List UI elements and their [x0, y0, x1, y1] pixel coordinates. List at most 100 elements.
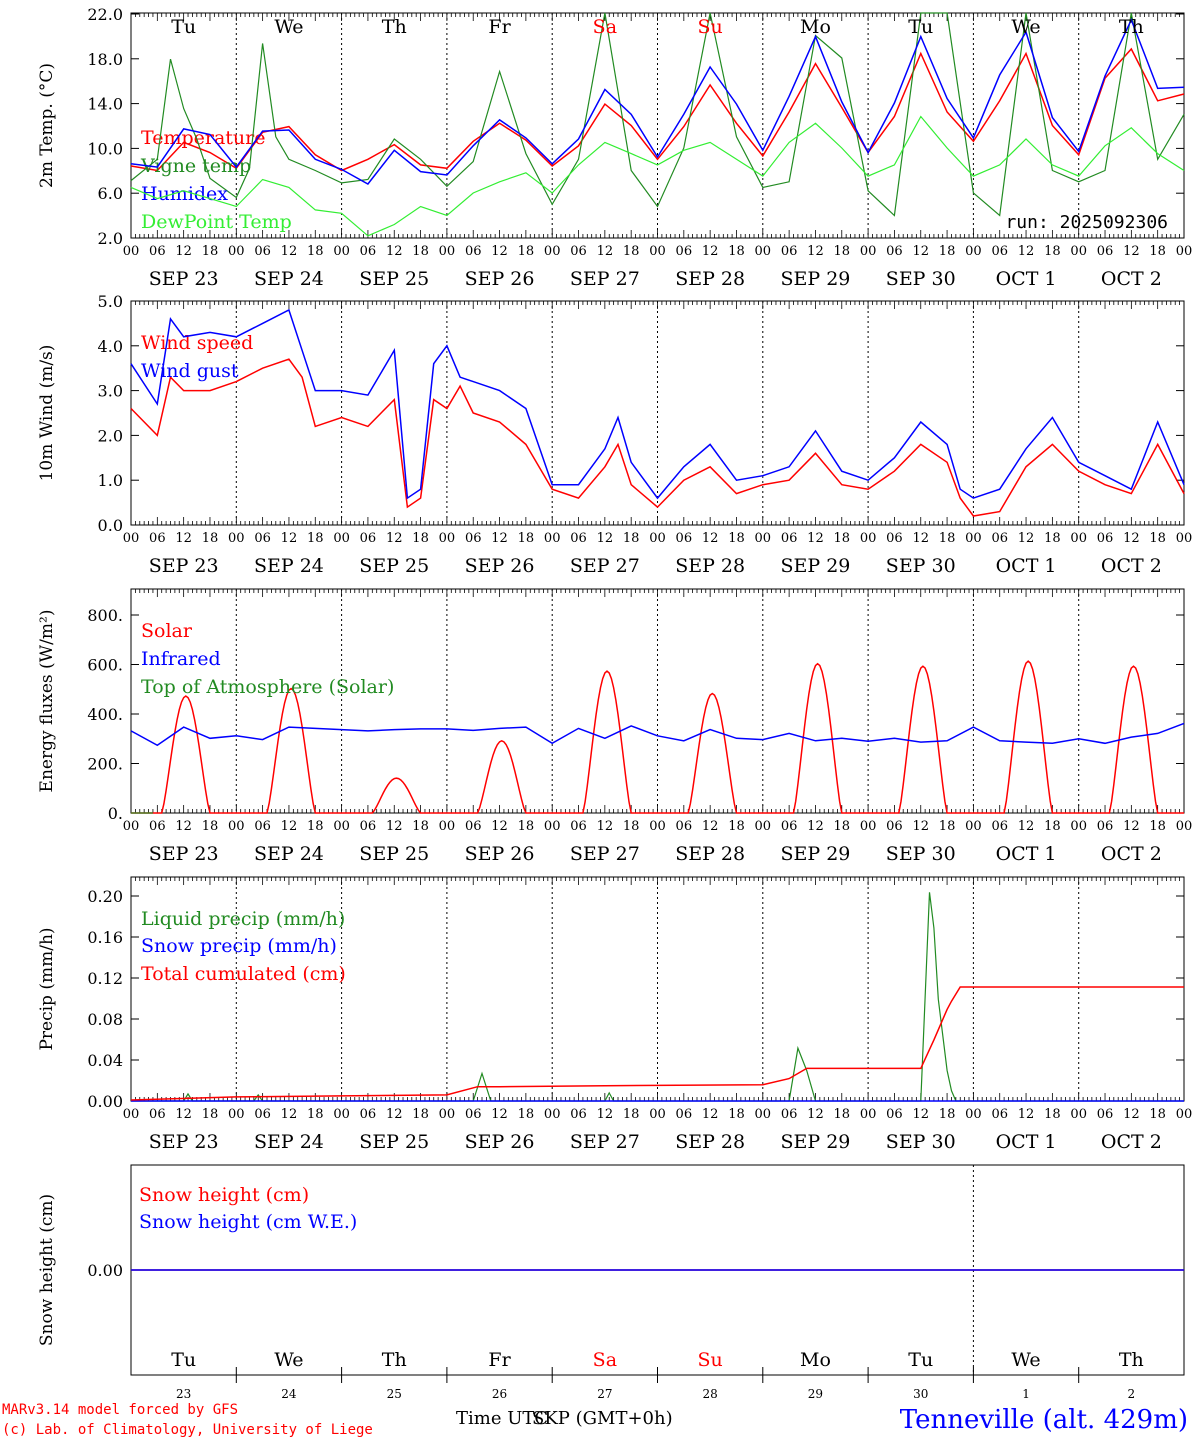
- hour-tick-label: 00: [649, 1107, 666, 1122]
- y-tick-label: 0.08: [87, 1010, 123, 1029]
- hour-tick-label: 18: [518, 819, 535, 834]
- weekday-label: Sa: [593, 16, 617, 38]
- hour-tick-label: 12: [702, 819, 719, 834]
- hour-tick-label: 00: [123, 1107, 140, 1122]
- weekday-label: Fr: [488, 1349, 511, 1371]
- hour-tick-label: 00: [965, 244, 982, 259]
- hour-tick-label: 12: [1123, 1107, 1140, 1122]
- weekday-label: We: [274, 1349, 303, 1371]
- y-axis-title: 10m Wind (m/s): [37, 345, 57, 482]
- footer-lab: (c) Lab. of Climatology, University of L…: [2, 1422, 373, 1438]
- date-label: SEP 30: [886, 268, 956, 290]
- hour-tick-label: 18: [307, 819, 324, 834]
- hour-tick-label: 12: [281, 1107, 298, 1122]
- y-tick-label: 600.: [87, 656, 123, 675]
- hour-tick-label: 12: [386, 244, 403, 259]
- y-tick-label: 14.0: [87, 95, 123, 114]
- date-label: SEP 23: [149, 268, 219, 290]
- hour-tick-label: 00: [544, 244, 561, 259]
- hour-tick-label: 12: [807, 244, 824, 259]
- hour-tick-label: 12: [386, 1107, 403, 1122]
- hour-tick-label: 18: [412, 819, 429, 834]
- hour-tick-label: 06: [886, 244, 903, 259]
- hour-tick-label: 06: [254, 1107, 271, 1122]
- hour-tick-label: 12: [597, 1107, 614, 1122]
- hour-tick-label: 12: [702, 1107, 719, 1122]
- date-label: SEP 24: [254, 268, 324, 290]
- series-line-temperature: [130, 47, 1185, 172]
- y-tick-label: 1.0: [98, 471, 123, 490]
- hour-tick-label: 12: [281, 819, 298, 834]
- hour-tick-label: 18: [623, 531, 640, 546]
- day-number-label: 28: [703, 1387, 718, 1401]
- hour-tick-label: 18: [1149, 531, 1166, 546]
- hour-tick-label: 18: [939, 531, 956, 546]
- legend-entry: Snow height (cm): [139, 1184, 309, 1206]
- series-line-wind-speed: [130, 358, 1185, 517]
- series-line-infrared: [130, 722, 1185, 747]
- hour-tick-label: 12: [386, 531, 403, 546]
- hour-tick-label: 06: [676, 819, 693, 834]
- weekday-label: Su: [698, 16, 723, 38]
- hour-tick-label: 12: [1018, 244, 1035, 259]
- hour-tick-label: 00: [1070, 819, 1087, 834]
- hour-tick-label: 06: [991, 244, 1008, 259]
- hour-tick-label: 06: [781, 531, 798, 546]
- y-tick-label: 5.0: [98, 292, 123, 311]
- hour-tick-label: 12: [807, 531, 824, 546]
- weekday-label: Mo: [800, 16, 831, 38]
- hour-tick-label: 00: [228, 1107, 245, 1122]
- hour-tick-label: 00: [755, 1107, 772, 1122]
- date-label: SEP 30: [886, 555, 956, 577]
- hour-tick-label: 00: [755, 244, 772, 259]
- weekday-label: Th: [382, 16, 407, 38]
- hour-tick-label: 00: [755, 819, 772, 834]
- hour-tick-label: 12: [1123, 531, 1140, 546]
- y-tick-label: 6.0: [98, 184, 123, 203]
- hour-tick-label: 00: [439, 531, 456, 546]
- panel-3: 00 06 12 18 00 06 12 18 00 06 12 18 00 06 12 18 00 06 12 18…: [37, 588, 1192, 865]
- footer-model: MARv3.14 model forced by GFS: [2, 1402, 238, 1418]
- day-number-label: 25: [387, 1387, 402, 1401]
- date-label: SEP 27: [570, 843, 640, 865]
- date-label: SEP 25: [359, 1131, 429, 1153]
- hour-tick-label: 12: [912, 531, 929, 546]
- hour-tick-label: 06: [254, 244, 271, 259]
- series-line-humidex: [130, 17, 1185, 185]
- hour-tick-label: 00: [123, 531, 140, 546]
- y-tick-label: 0.0: [98, 516, 123, 535]
- hour-tick-label: 12: [281, 531, 298, 546]
- hour-tick-label: 18: [412, 531, 429, 546]
- weekday-label: We: [1011, 1349, 1040, 1371]
- hour-tick-label: 12: [1018, 1107, 1035, 1122]
- date-label: OCT 2: [1101, 843, 1162, 865]
- date-label: SEP 26: [465, 555, 535, 577]
- hour-tick-label: 00: [1070, 531, 1087, 546]
- hour-tick-label: 00: [1176, 531, 1193, 546]
- date-label: SEP 24: [254, 1131, 324, 1153]
- date-label: SEP 27: [570, 555, 640, 577]
- hour-tick-label: 18: [518, 244, 535, 259]
- y-tick-label: 0.16: [87, 928, 123, 947]
- hour-tick-label: 06: [360, 531, 377, 546]
- hour-tick-label: 18: [834, 819, 851, 834]
- hour-tick-label: 18: [1149, 244, 1166, 259]
- hour-tick-label: 00: [228, 531, 245, 546]
- legend-entry: Vigne temp: [140, 155, 251, 177]
- hour-tick-label: 00: [439, 819, 456, 834]
- y-tick-label: 22.0: [87, 5, 123, 24]
- date-label: SEP 23: [149, 555, 219, 577]
- day-number-label: 1: [1022, 1387, 1030, 1401]
- hour-tick-label: 12: [912, 244, 929, 259]
- weekday-label: Fr: [488, 16, 511, 38]
- day-number-label: 30: [913, 1387, 928, 1401]
- hour-tick-label: 18: [518, 531, 535, 546]
- hour-tick-label: 18: [834, 531, 851, 546]
- weekday-label: Tu: [171, 16, 196, 38]
- hour-tick-label: 12: [597, 244, 614, 259]
- legend-entry: Wind speed: [141, 332, 253, 354]
- date-label: SEP 25: [359, 555, 429, 577]
- hour-tick-label: 12: [175, 244, 192, 259]
- hour-tick-label: 18: [412, 244, 429, 259]
- y-tick-label: 200.: [87, 755, 123, 774]
